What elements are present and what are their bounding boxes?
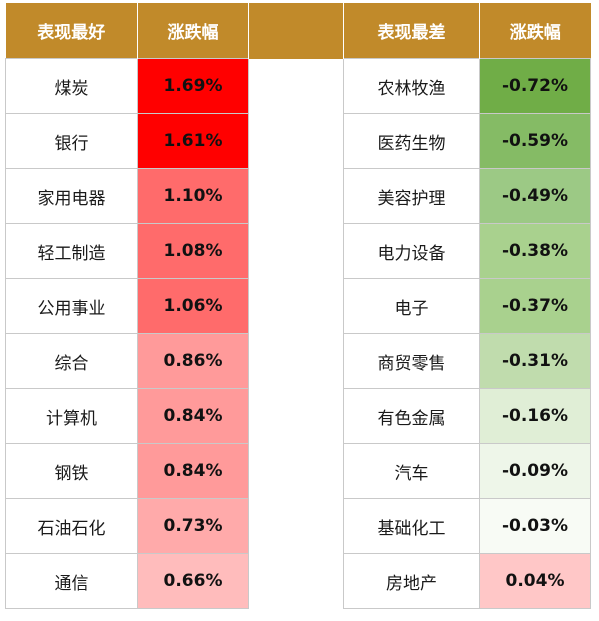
column-spacer <box>248 58 344 114</box>
column-spacer <box>248 223 344 279</box>
worst-change-cell: -0.31% <box>479 333 591 389</box>
worst-industry-cell: 汽车 <box>343 443 480 499</box>
table-row: 银行 1.61% 医药生物 -0.59% <box>5 113 591 169</box>
worst-change-cell: -0.16% <box>479 388 591 444</box>
best-change-cell: 1.61% <box>137 113 249 169</box>
worst-change-cell: -0.59% <box>479 113 591 169</box>
worst-industry-cell: 医药生物 <box>343 113 480 169</box>
table-row: 钢铁 0.84% 汽车 -0.09% <box>5 443 591 499</box>
worst-change-cell: -0.37% <box>479 278 591 334</box>
best-change-cell: 1.06% <box>137 278 249 334</box>
column-spacer <box>248 278 344 334</box>
header-row: 表现最好 涨跌幅 表现最差 涨跌幅 <box>5 3 591 59</box>
best-change-cell: 1.08% <box>137 223 249 279</box>
industry-performance-table: 表现最好 涨跌幅 表现最差 涨跌幅 煤炭 1.69% 农林牧渔 -0.72% 银行 1.6… <box>5 3 591 609</box>
table-row: 家用电器 1.10% 美容护理 -0.49% <box>5 168 591 224</box>
best-industry-cell: 计算机 <box>5 388 138 444</box>
worst-industry-cell: 美容护理 <box>343 168 480 224</box>
worst-industry-cell: 房地产 <box>343 553 480 609</box>
best-industry-cell: 通信 <box>5 553 138 609</box>
best-industry-cell: 石油石化 <box>5 498 138 554</box>
worst-change-cell: -0.72% <box>479 58 591 114</box>
column-spacer <box>248 553 344 609</box>
column-spacer <box>248 498 344 554</box>
column-spacer <box>248 113 344 169</box>
best-industry-cell: 综合 <box>5 333 138 389</box>
best-industry-cell: 家用电器 <box>5 168 138 224</box>
worst-change-cell: -0.49% <box>479 168 591 224</box>
column-spacer <box>248 333 344 389</box>
best-change-cell: 1.69% <box>137 58 249 114</box>
column-spacer <box>248 168 344 224</box>
best-industry-cell: 钢铁 <box>5 443 138 499</box>
column-spacer <box>248 443 344 499</box>
best-change-cell: 0.73% <box>137 498 249 554</box>
table-row: 综合 0.86% 商贸零售 -0.31% <box>5 333 591 389</box>
worst-change-cell: -0.03% <box>479 498 591 554</box>
best-change-cell: 0.86% <box>137 333 249 389</box>
worst-change-cell: 0.04% <box>479 553 591 609</box>
header-spacer <box>248 3 344 59</box>
worst-change-cell: -0.38% <box>479 223 591 279</box>
worst-industry-cell: 有色金属 <box>343 388 480 444</box>
table-row: 煤炭 1.69% 农林牧渔 -0.72% <box>5 58 591 114</box>
worst-change-header: 涨跌幅 <box>479 3 591 59</box>
table-body: 煤炭 1.69% 农林牧渔 -0.72% 银行 1.61% 医药生物 -0.59% 家用电器 1.… <box>5 58 591 609</box>
best-change-cell: 0.84% <box>137 443 249 499</box>
worst-industry-cell: 电力设备 <box>343 223 480 279</box>
best-industry-cell: 公用事业 <box>5 278 138 334</box>
best-change-header: 涨跌幅 <box>137 3 249 59</box>
table-row: 石油石化 0.73% 基础化工 -0.03% <box>5 498 591 554</box>
best-change-cell: 0.84% <box>137 388 249 444</box>
table-row: 通信 0.66% 房地产 0.04% <box>5 553 591 609</box>
best-industry-cell: 轻工制造 <box>5 223 138 279</box>
table-row: 计算机 0.84% 有色金属 -0.16% <box>5 388 591 444</box>
table-row: 轻工制造 1.08% 电力设备 -0.38% <box>5 223 591 279</box>
best-industry-cell: 煤炭 <box>5 58 138 114</box>
table-row: 公用事业 1.06% 电子 -0.37% <box>5 278 591 334</box>
worst-industry-cell: 商贸零售 <box>343 333 480 389</box>
worst-industry-cell: 基础化工 <box>343 498 480 554</box>
best-industry-cell: 银行 <box>5 113 138 169</box>
best-header: 表现最好 <box>5 3 138 59</box>
column-spacer <box>248 388 344 444</box>
worst-header: 表现最差 <box>343 3 480 59</box>
worst-industry-cell: 电子 <box>343 278 480 334</box>
best-change-cell: 1.10% <box>137 168 249 224</box>
worst-change-cell: -0.09% <box>479 443 591 499</box>
best-change-cell: 0.66% <box>137 553 249 609</box>
worst-industry-cell: 农林牧渔 <box>343 58 480 114</box>
